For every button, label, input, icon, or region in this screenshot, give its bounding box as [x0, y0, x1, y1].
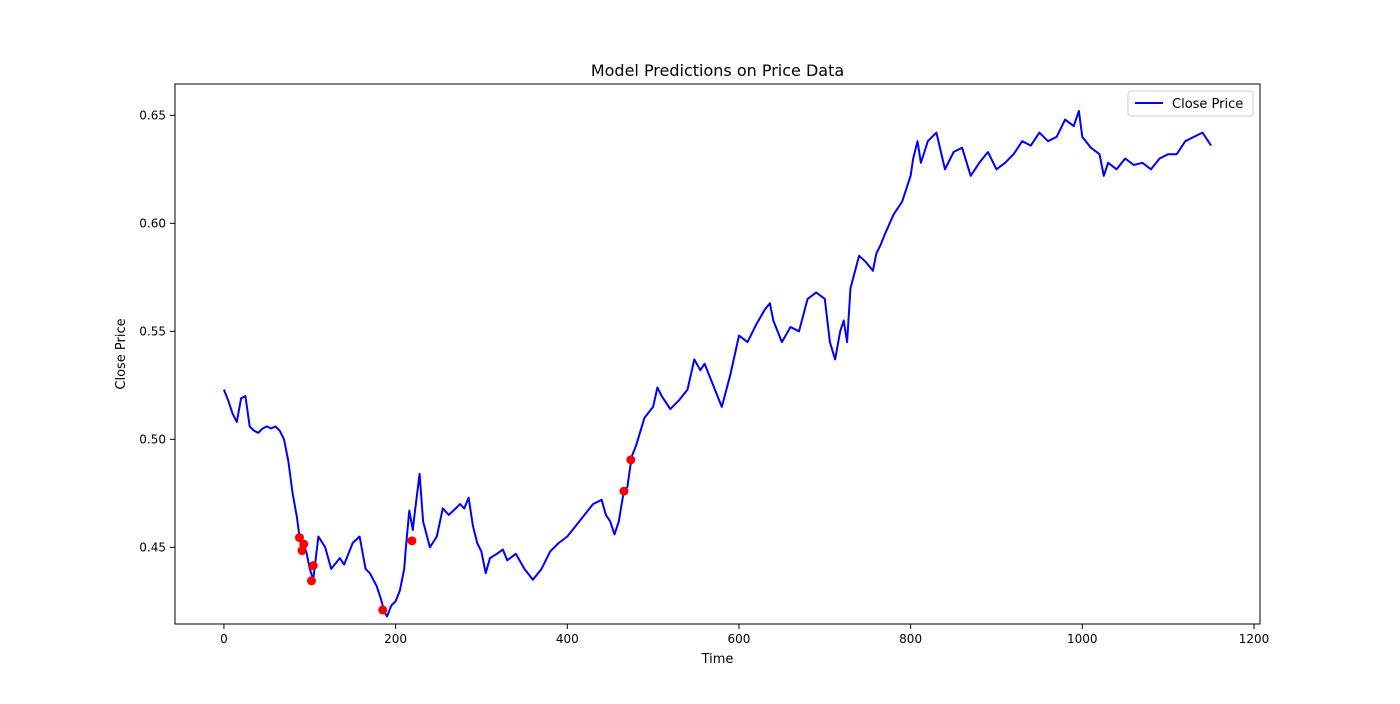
y-axis-ticks: 0.45 0.50 0.55 0.60 0.65 [139, 108, 175, 554]
x-tick-label: 800 [899, 632, 922, 646]
legend: Close Price [1127, 90, 1254, 117]
x-axis-label: Time [701, 652, 734, 667]
x-tick-label: 600 [728, 632, 751, 646]
y-tick-label: 0.50 [139, 432, 166, 446]
x-tick-label: 0 [220, 632, 228, 646]
x-tick-label: 1200 [1239, 632, 1270, 646]
prediction-point [308, 561, 318, 571]
prediction-point [306, 576, 316, 586]
y-tick-label: 0.60 [139, 216, 166, 230]
prediction-point [407, 536, 417, 546]
prediction-point [378, 605, 388, 615]
prediction-points [294, 455, 636, 615]
close-price-line [222, 110, 1212, 618]
x-tick-label: 400 [556, 632, 579, 646]
x-tick-label: 200 [384, 632, 407, 646]
x-tick-label: 1000 [1067, 632, 1098, 646]
y-tick-label: 0.65 [139, 108, 166, 122]
y-tick-label: 0.55 [139, 324, 166, 338]
prediction-point [299, 539, 309, 549]
prediction-point [626, 455, 636, 465]
prediction-point [619, 486, 629, 496]
legend-label: Close Price [1172, 97, 1243, 112]
x-axis-ticks: 0 200 400 600 800 1000 1200 [220, 624, 1269, 646]
plot-frame [174, 83, 1261, 625]
legend-box [1127, 90, 1254, 117]
y-axis-label: Close Price [114, 318, 129, 389]
chart-title: Model Predictions on Price Data [591, 61, 844, 80]
prediction-point [294, 533, 304, 543]
y-tick-label: 0.45 [139, 540, 166, 554]
